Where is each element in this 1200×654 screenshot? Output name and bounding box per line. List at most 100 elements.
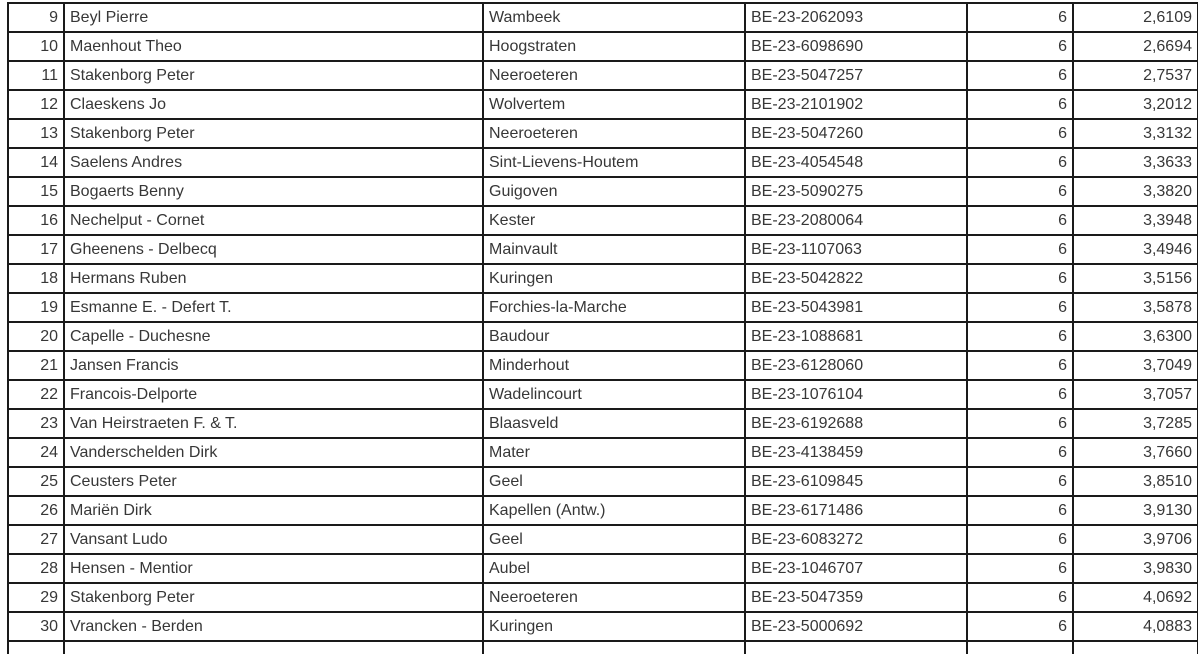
count-cell: 6 xyxy=(966,437,1074,468)
location-cell: Kuringen xyxy=(482,263,746,294)
table-row: 30 Vrancken - Berden Kuringen BE-23-5000… xyxy=(7,611,1198,642)
count-cell: 6 xyxy=(966,234,1074,265)
name-cell: Stakenborg Peter xyxy=(63,60,484,91)
location-cell: Kuringen xyxy=(482,611,746,642)
count-cell: 6 xyxy=(966,466,1074,497)
ring-cell: BE-23-5000692 xyxy=(744,611,968,642)
location-cell: Kapellen (Antw.) xyxy=(482,495,746,526)
ring-cell: BE-23-6128060 xyxy=(744,350,968,381)
name-cell: Esmanne E. - Defert T. xyxy=(63,292,484,323)
coefficient-cell: 3,9130 xyxy=(1072,495,1198,526)
results-table: 9 Beyl Pierre Wambeek BE-23-2062093 6 2,… xyxy=(7,2,1198,654)
rank-cell: 28 xyxy=(7,553,65,584)
table-row: 14 Saelens Andres Sint-Lievens-Houtem BE… xyxy=(7,147,1198,178)
rank-cell: 10 xyxy=(7,31,65,62)
count-cell: 6 xyxy=(966,89,1074,120)
name-cell-empty xyxy=(63,640,484,654)
coefficient-cell: 3,9706 xyxy=(1072,524,1198,555)
coefficient-cell: 3,3633 xyxy=(1072,147,1198,178)
count-cell: 6 xyxy=(966,582,1074,613)
table-row: 18 Hermans Ruben Kuringen BE-23-5042822 … xyxy=(7,263,1198,294)
coefficient-cell-empty xyxy=(1072,640,1198,654)
count-cell: 6 xyxy=(966,611,1074,642)
location-cell: Geel xyxy=(482,524,746,555)
table-row: 20 Capelle - Duchesne Baudour BE-23-1088… xyxy=(7,321,1198,352)
table-row: 26 Mariën Dirk Kapellen (Antw.) BE-23-61… xyxy=(7,495,1198,526)
rank-cell: 16 xyxy=(7,205,65,236)
name-cell: Maenhout Theo xyxy=(63,31,484,62)
coefficient-cell: 3,5156 xyxy=(1072,263,1198,294)
name-cell: Stakenborg Peter xyxy=(63,582,484,613)
table-row: 17 Gheenens - Delbecq Mainvault BE-23-11… xyxy=(7,234,1198,265)
table-row: 11 Stakenborg Peter Neeroeteren BE-23-50… xyxy=(7,60,1198,91)
ring-cell: BE-23-5047260 xyxy=(744,118,968,149)
name-cell: Ceusters Peter xyxy=(63,466,484,497)
count-cell: 6 xyxy=(966,60,1074,91)
coefficient-cell: 3,7285 xyxy=(1072,408,1198,439)
count-cell: 6 xyxy=(966,553,1074,584)
ring-cell: BE-23-1088681 xyxy=(744,321,968,352)
ring-cell: BE-23-6171486 xyxy=(744,495,968,526)
results-table-container: 9 Beyl Pierre Wambeek BE-23-2062093 6 2,… xyxy=(7,2,1198,654)
location-cell: Baudour xyxy=(482,321,746,352)
table-row: 23 Van Heirstraeten F. & T. Blaasveld BE… xyxy=(7,408,1198,439)
name-cell: Vrancken - Berden xyxy=(63,611,484,642)
count-cell: 6 xyxy=(966,31,1074,62)
rank-cell: 24 xyxy=(7,437,65,468)
table-row: 16 Nechelput - Cornet Kester BE-23-20800… xyxy=(7,205,1198,236)
table-row-partial xyxy=(7,640,1198,654)
table-row: 22 Francois-Delporte Wadelincourt BE-23-… xyxy=(7,379,1198,410)
rank-cell: 18 xyxy=(7,263,65,294)
name-cell: Hensen - Mentior xyxy=(63,553,484,584)
coefficient-cell: 3,9830 xyxy=(1072,553,1198,584)
count-cell: 6 xyxy=(966,321,1074,352)
ring-cell: BE-23-6192688 xyxy=(744,408,968,439)
count-cell: 6 xyxy=(966,495,1074,526)
count-cell: 6 xyxy=(966,350,1074,381)
name-cell: Capelle - Duchesne xyxy=(63,321,484,352)
coefficient-cell: 3,8510 xyxy=(1072,466,1198,497)
count-cell-empty xyxy=(966,640,1074,654)
coefficient-cell: 3,6300 xyxy=(1072,321,1198,352)
ring-cell: BE-23-1107063 xyxy=(744,234,968,265)
coefficient-cell: 2,6109 xyxy=(1072,2,1198,33)
coefficient-cell: 3,7660 xyxy=(1072,437,1198,468)
ring-cell: BE-23-5047359 xyxy=(744,582,968,613)
count-cell: 6 xyxy=(966,176,1074,207)
location-cell: Neeroeteren xyxy=(482,582,746,613)
rank-cell-empty xyxy=(7,640,65,654)
table-row: 10 Maenhout Theo Hoogstraten BE-23-60986… xyxy=(7,31,1198,62)
coefficient-cell: 2,6694 xyxy=(1072,31,1198,62)
rank-cell: 21 xyxy=(7,350,65,381)
results-table-body: 9 Beyl Pierre Wambeek BE-23-2062093 6 2,… xyxy=(7,2,1198,654)
ring-cell: BE-23-2062093 xyxy=(744,2,968,33)
ring-cell: BE-23-4054548 xyxy=(744,147,968,178)
name-cell: Beyl Pierre xyxy=(63,2,484,33)
ring-cell: BE-23-5047257 xyxy=(744,60,968,91)
table-row: 29 Stakenborg Peter Neeroeteren BE-23-50… xyxy=(7,582,1198,613)
count-cell: 6 xyxy=(966,292,1074,323)
name-cell: Saelens Andres xyxy=(63,147,484,178)
ring-cell: BE-23-5090275 xyxy=(744,176,968,207)
rank-cell: 17 xyxy=(7,234,65,265)
rank-cell: 26 xyxy=(7,495,65,526)
coefficient-cell: 3,5878 xyxy=(1072,292,1198,323)
count-cell: 6 xyxy=(966,147,1074,178)
rank-cell: 30 xyxy=(7,611,65,642)
location-cell: Guigoven xyxy=(482,176,746,207)
rank-cell: 13 xyxy=(7,118,65,149)
count-cell: 6 xyxy=(966,2,1074,33)
location-cell: Wolvertem xyxy=(482,89,746,120)
rank-cell: 20 xyxy=(7,321,65,352)
rank-cell: 11 xyxy=(7,60,65,91)
table-row: 25 Ceusters Peter Geel BE-23-6109845 6 3… xyxy=(7,466,1198,497)
name-cell: Vanderschelden Dirk xyxy=(63,437,484,468)
rank-cell: 29 xyxy=(7,582,65,613)
rank-cell: 22 xyxy=(7,379,65,410)
location-cell: Mater xyxy=(482,437,746,468)
ring-cell: BE-23-5042822 xyxy=(744,263,968,294)
location-cell: Wambeek xyxy=(482,2,746,33)
name-cell: Hermans Ruben xyxy=(63,263,484,294)
rank-cell: 25 xyxy=(7,466,65,497)
coefficient-cell: 3,3132 xyxy=(1072,118,1198,149)
